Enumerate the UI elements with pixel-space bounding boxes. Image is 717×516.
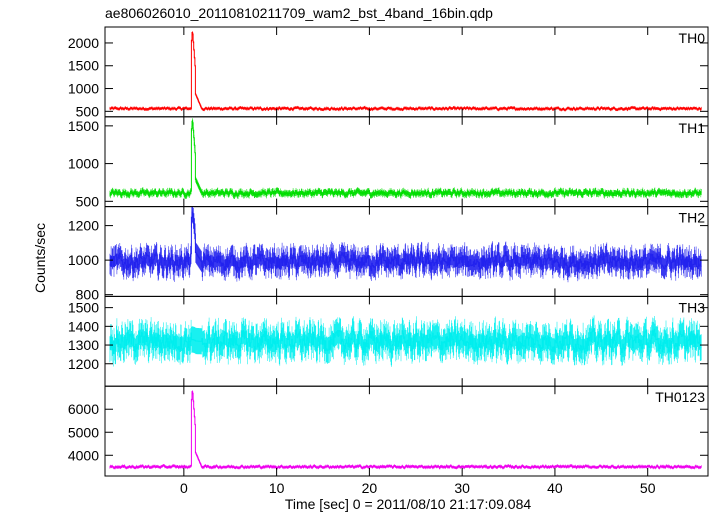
x-tick-label: 20 xyxy=(362,480,378,496)
x-tick-label: 10 xyxy=(269,480,285,496)
panel-th2: 800 1000 1200 TH2 xyxy=(68,206,709,303)
error-bars-th2 xyxy=(109,206,702,283)
y-tick-label: 1500 xyxy=(68,58,99,74)
y-tick-label: 500 xyxy=(76,103,100,119)
y-tick-label: 1300 xyxy=(68,337,99,353)
x-tick-label: 30 xyxy=(454,480,470,496)
y-tick-label: 2000 xyxy=(68,35,99,51)
x-tick-label: 40 xyxy=(547,480,563,496)
y-tick-label: 4000 xyxy=(68,447,99,463)
y-tick-label: 1500 xyxy=(68,300,99,316)
y-tick-label: 1000 xyxy=(68,252,99,268)
y-tick-label: 6000 xyxy=(68,401,99,417)
panel-th0: 500 1000 1500 2000 TH0 xyxy=(68,26,709,119)
y-tick-label: 1200 xyxy=(68,218,99,234)
x-axis-label: Time [sec] 0 = 2011/08/10 21:17:09.084 xyxy=(285,496,532,512)
panel-th0123: 4000 5000 6000 TH0123 xyxy=(68,385,709,477)
y-axis-label: Counts/sec xyxy=(32,223,48,293)
chart-title: ae806026010_20110810211709_wam2_bst_4ban… xyxy=(105,5,493,21)
series-th1 xyxy=(109,118,702,199)
series-th2 xyxy=(109,206,702,283)
error-bars-th0 xyxy=(109,31,702,112)
series-th0 xyxy=(109,31,702,112)
panel-th1: 500 1000 1500 TH1 xyxy=(68,116,709,209)
y-tick-label: 1400 xyxy=(68,318,99,334)
y-tick-label: 1500 xyxy=(68,118,99,134)
y-tick-label: 500 xyxy=(76,193,100,209)
x-tick-label: 0 xyxy=(180,480,188,496)
series-th0123 xyxy=(109,390,702,470)
panel-th3: 1200 1300 1400 1500 TH3 xyxy=(68,295,709,387)
panel-label: TH3 xyxy=(679,299,706,315)
panel-label: TH2 xyxy=(679,210,706,226)
y-tick-label: 1200 xyxy=(68,356,99,372)
line-th0 xyxy=(109,32,702,111)
panel-label: TH0 xyxy=(679,30,706,46)
line-th2 xyxy=(109,211,702,273)
y-tick-label: 1000 xyxy=(68,156,99,172)
line-th1 xyxy=(109,120,702,197)
panel-label: TH0123 xyxy=(655,389,705,405)
series-th3 xyxy=(109,315,702,367)
y-tick-label: 1000 xyxy=(68,81,99,97)
panel-label: TH1 xyxy=(679,120,706,136)
line-th0123 xyxy=(109,391,702,469)
line-th3 xyxy=(109,328,702,355)
y-tick-label: 5000 xyxy=(68,424,99,440)
x-tick-label: 50 xyxy=(640,480,656,496)
y-tick-label: 800 xyxy=(76,287,100,303)
panel-frame-th0123 xyxy=(104,385,709,477)
